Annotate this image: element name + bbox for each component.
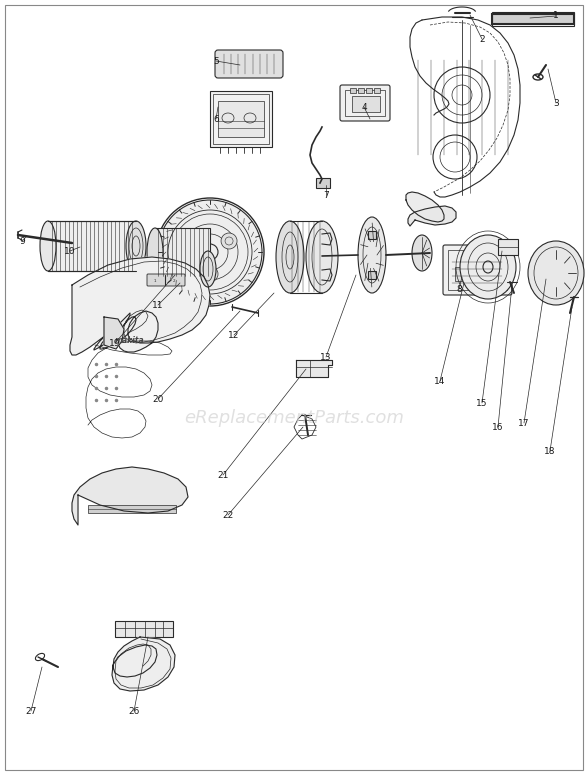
Bar <box>213 94 269 144</box>
Ellipse shape <box>202 266 218 282</box>
FancyBboxPatch shape <box>443 245 512 295</box>
Text: 12: 12 <box>228 330 240 339</box>
Text: 21: 21 <box>218 470 229 480</box>
Bar <box>88 505 176 513</box>
Ellipse shape <box>40 221 56 271</box>
Text: 13: 13 <box>320 353 332 361</box>
Text: 18: 18 <box>544 446 556 456</box>
Text: 2: 2 <box>479 35 485 43</box>
Bar <box>218 101 264 137</box>
Text: 10: 10 <box>64 246 76 256</box>
Text: 1: 1 <box>553 12 559 20</box>
Ellipse shape <box>473 288 483 296</box>
Text: 2: 2 <box>173 279 175 283</box>
Bar <box>368 271 376 279</box>
Ellipse shape <box>306 221 338 293</box>
Text: 3: 3 <box>553 98 559 108</box>
Bar <box>115 621 173 637</box>
Bar <box>374 88 380 93</box>
Polygon shape <box>406 192 444 222</box>
Bar <box>358 88 364 93</box>
Text: 14: 14 <box>435 377 446 385</box>
Text: 22: 22 <box>222 511 233 519</box>
Bar <box>366 88 372 93</box>
Ellipse shape <box>528 241 584 305</box>
Ellipse shape <box>276 221 304 293</box>
Bar <box>492 12 574 26</box>
Polygon shape <box>72 467 188 525</box>
Text: 1: 1 <box>153 279 156 283</box>
Bar <box>48 221 136 271</box>
Bar <box>155 228 210 276</box>
Bar <box>498 239 518 255</box>
Bar <box>345 90 385 116</box>
Bar <box>492 14 574 24</box>
Bar <box>478 267 493 281</box>
Text: 9: 9 <box>19 236 25 246</box>
Bar <box>352 96 380 112</box>
Bar <box>316 178 330 188</box>
Text: 19: 19 <box>109 339 121 347</box>
FancyBboxPatch shape <box>215 50 283 78</box>
Text: 7: 7 <box>323 191 329 199</box>
Polygon shape <box>408 206 456 226</box>
Text: 15: 15 <box>476 398 488 408</box>
Ellipse shape <box>412 235 432 271</box>
Ellipse shape <box>200 251 216 287</box>
Ellipse shape <box>460 235 516 299</box>
Polygon shape <box>296 360 332 377</box>
Polygon shape <box>104 317 124 349</box>
Bar <box>455 267 473 281</box>
Text: 16: 16 <box>492 422 504 432</box>
Bar <box>350 88 356 93</box>
Ellipse shape <box>183 233 199 249</box>
FancyBboxPatch shape <box>147 274 185 286</box>
Bar <box>448 250 507 290</box>
Text: 11: 11 <box>152 301 163 309</box>
Text: eReplacementParts.com: eReplacementParts.com <box>184 409 404 427</box>
Text: 5: 5 <box>213 57 219 66</box>
Bar <box>210 91 272 147</box>
Ellipse shape <box>126 221 146 271</box>
Text: 27: 27 <box>25 707 36 715</box>
Ellipse shape <box>221 233 237 249</box>
Ellipse shape <box>358 217 386 293</box>
Polygon shape <box>70 257 210 355</box>
Bar <box>368 231 376 239</box>
Ellipse shape <box>147 228 163 276</box>
Text: 4: 4 <box>361 102 367 112</box>
Ellipse shape <box>158 200 262 304</box>
Text: 20: 20 <box>152 394 163 404</box>
Polygon shape <box>112 637 175 691</box>
Text: 6: 6 <box>213 115 219 123</box>
FancyBboxPatch shape <box>340 85 390 121</box>
Text: 26: 26 <box>128 707 140 715</box>
Text: makita: makita <box>115 336 144 346</box>
Text: 8: 8 <box>456 284 462 294</box>
Text: 17: 17 <box>518 418 530 428</box>
